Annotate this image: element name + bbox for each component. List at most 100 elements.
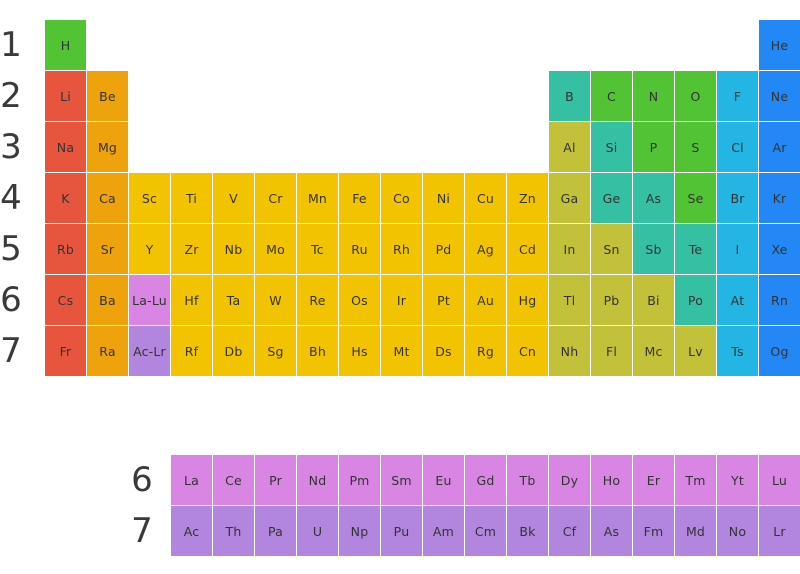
lanthanide-cell: Pm xyxy=(339,455,380,505)
actinide-cell: Lr xyxy=(759,506,800,556)
actinide-cell: Cm xyxy=(465,506,506,556)
element-cell: Ag xyxy=(465,224,506,274)
element-cell: Hs xyxy=(339,326,380,376)
element-cell: K xyxy=(45,173,86,223)
element-cell: Fe xyxy=(339,173,380,223)
period-label: 2 xyxy=(0,76,22,116)
element-cell: I xyxy=(717,224,758,274)
element-cell: Mc xyxy=(633,326,674,376)
lanthanide-cell: Tb xyxy=(507,455,548,505)
element-cell: C xyxy=(591,71,632,121)
element-cell: Ac-Lr xyxy=(129,326,170,376)
actinide-cell: U xyxy=(297,506,338,556)
element-cell: Ge xyxy=(591,173,632,223)
element-cell: At xyxy=(717,275,758,325)
element-cell: Mt xyxy=(381,326,422,376)
element-cell: S xyxy=(675,122,716,172)
element-cell: Li xyxy=(45,71,86,121)
element-cell: Sc xyxy=(129,173,170,223)
lanthanide-cell: La xyxy=(171,455,212,505)
lanthanide-cell: Yt xyxy=(717,455,758,505)
element-cell: Ar xyxy=(759,122,800,172)
element-cell: Os xyxy=(339,275,380,325)
element-cell: La-Lu xyxy=(129,275,170,325)
actinide-cell: Ac xyxy=(171,506,212,556)
lanthanide-cell: Ho xyxy=(591,455,632,505)
element-cell: Zn xyxy=(507,173,548,223)
element-cell: Ne xyxy=(759,71,800,121)
actinide-cell: Bk xyxy=(507,506,548,556)
period-label: 7 xyxy=(0,331,22,371)
element-cell: Sg xyxy=(255,326,296,376)
element-cell: Kr xyxy=(759,173,800,223)
element-cell: B xyxy=(549,71,590,121)
element-cell: Co xyxy=(381,173,422,223)
element-cell: Lv xyxy=(675,326,716,376)
element-cell: Fl xyxy=(591,326,632,376)
element-cell: Mg xyxy=(87,122,128,172)
actinide-cell: Fm xyxy=(633,506,674,556)
element-cell: Ru xyxy=(339,224,380,274)
lanthanide-cell: Pr xyxy=(255,455,296,505)
element-cell: F xyxy=(717,71,758,121)
element-cell: Cn xyxy=(507,326,548,376)
element-cell: Ds xyxy=(423,326,464,376)
element-cell: As xyxy=(633,173,674,223)
actinide-cell: Md xyxy=(675,506,716,556)
element-cell: N xyxy=(633,71,674,121)
lanthanide-cell: Sm xyxy=(381,455,422,505)
element-cell: Hf xyxy=(171,275,212,325)
element-cell: Y xyxy=(129,224,170,274)
element-cell: Fr xyxy=(45,326,86,376)
element-cell: Rh xyxy=(381,224,422,274)
element-cell: Cr xyxy=(255,173,296,223)
element-cell: Se xyxy=(675,173,716,223)
actinide-cell: Pu xyxy=(381,506,422,556)
lanthanide-cell: Lu xyxy=(759,455,800,505)
lanthanide-cell: Tm xyxy=(675,455,716,505)
element-cell: Te xyxy=(675,224,716,274)
series-period-label: 7 xyxy=(131,511,153,551)
actinide-cell: Th xyxy=(213,506,254,556)
element-cell: Db xyxy=(213,326,254,376)
period-label: 6 xyxy=(0,280,22,320)
period-label: 1 xyxy=(0,25,22,65)
element-cell: Rf xyxy=(171,326,212,376)
period-label: 5 xyxy=(0,229,22,269)
element-cell: In xyxy=(549,224,590,274)
lanthanide-cell: Nd xyxy=(297,455,338,505)
element-cell: Pb xyxy=(591,275,632,325)
element-cell: Br xyxy=(717,173,758,223)
element-cell: Zr xyxy=(171,224,212,274)
actinide-cell: Cf xyxy=(549,506,590,556)
element-cell: P xyxy=(633,122,674,172)
element-cell: Xe xyxy=(759,224,800,274)
element-cell: He xyxy=(759,20,800,70)
element-cell: Hg xyxy=(507,275,548,325)
element-cell: Rn xyxy=(759,275,800,325)
element-cell: Sn xyxy=(591,224,632,274)
element-cell: Ra xyxy=(87,326,128,376)
element-cell: Cs xyxy=(45,275,86,325)
element-cell: Nh xyxy=(549,326,590,376)
element-cell: Au xyxy=(465,275,506,325)
element-cell: Sb xyxy=(633,224,674,274)
element-cell: Rg xyxy=(465,326,506,376)
element-cell: Cl xyxy=(717,122,758,172)
series-period-label: 6 xyxy=(131,460,153,500)
actinide-cell: Am xyxy=(423,506,464,556)
element-cell: Mn xyxy=(297,173,338,223)
element-cell: Be xyxy=(87,71,128,121)
element-cell: Pt xyxy=(423,275,464,325)
lanthanide-cell: Dy xyxy=(549,455,590,505)
element-cell: Re xyxy=(297,275,338,325)
element-cell: Na xyxy=(45,122,86,172)
element-cell: Pd xyxy=(423,224,464,274)
actinide-cell: As xyxy=(591,506,632,556)
element-cell: Ca xyxy=(87,173,128,223)
element-cell: Ba xyxy=(87,275,128,325)
element-cell: Sr xyxy=(87,224,128,274)
element-cell: Nb xyxy=(213,224,254,274)
element-cell: O xyxy=(675,71,716,121)
